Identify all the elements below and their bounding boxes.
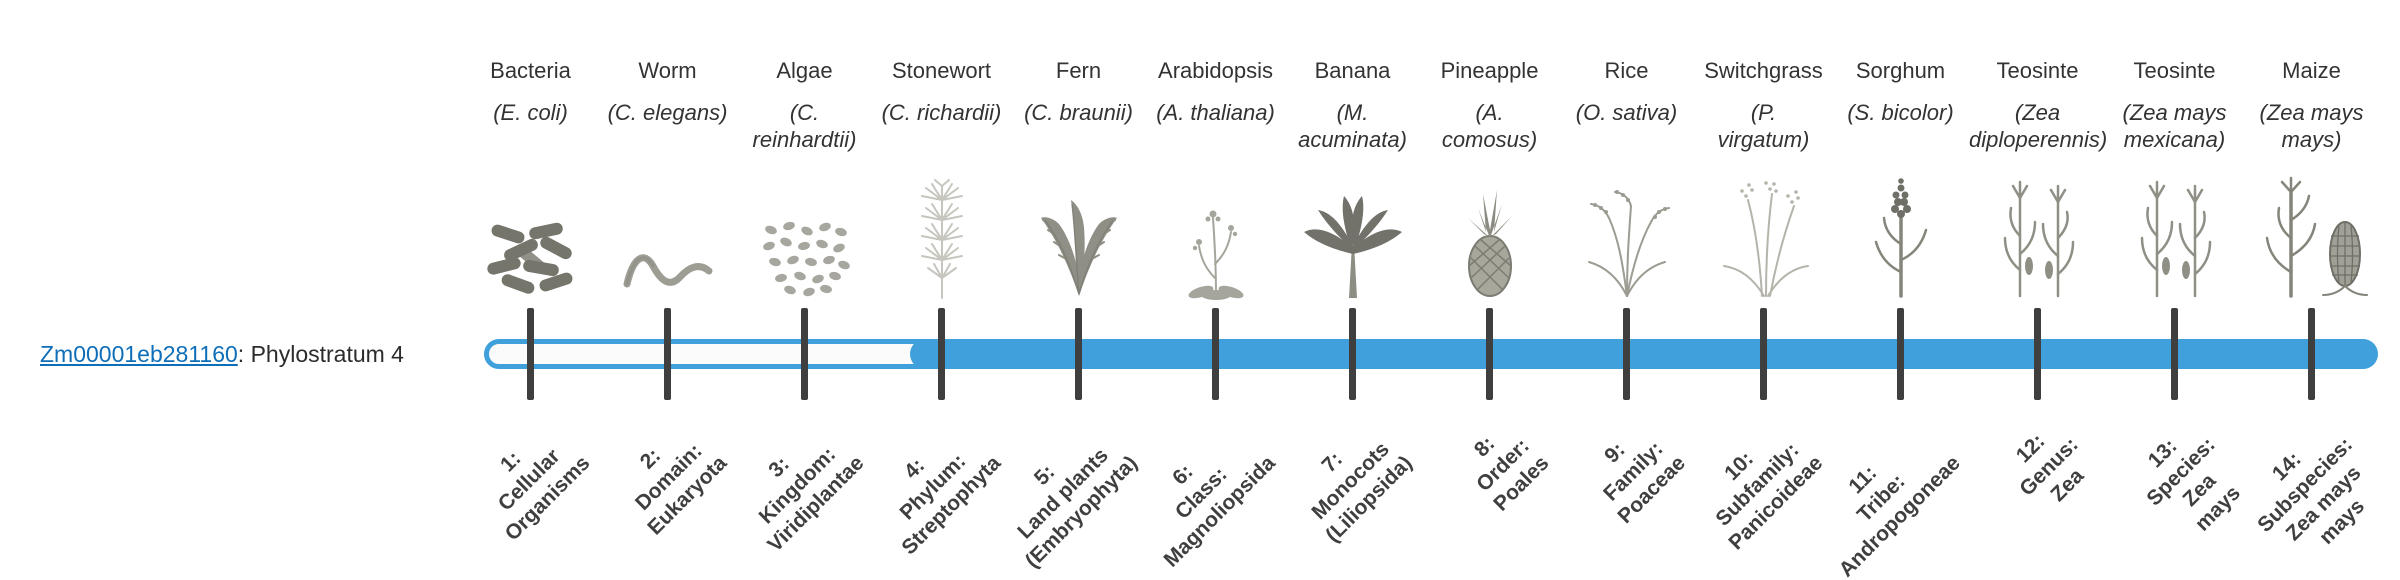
arabidopsis-icon xyxy=(1147,168,1284,300)
teosinte-icon xyxy=(2106,168,2243,300)
scientific-name-line: (Zea mays xyxy=(2259,100,2364,125)
gene-phylostratum-label: : Phylostratum 4 xyxy=(237,341,404,367)
stratum-tick-7 xyxy=(1349,308,1356,400)
algae-icon xyxy=(736,168,873,300)
stratum-axis-label-5: 5: Land plants (Embryophyta) xyxy=(984,414,1144,574)
scientific-name-line: (S. bicolor) xyxy=(1847,100,1954,125)
scientific-name-line: (M. xyxy=(1336,100,1369,125)
stratum-tick-5 xyxy=(1075,308,1082,400)
switchgrass-icon xyxy=(1695,168,1832,300)
banana-icon xyxy=(1284,168,1421,300)
stratum-tick-10 xyxy=(1760,308,1767,400)
scientific-name-line: (A. xyxy=(1475,100,1504,125)
stratum-tick-9 xyxy=(1623,308,1630,400)
stratum-axis-label-13: 13: Species: Zea mays xyxy=(2123,414,2258,549)
scientific-name-line: (C. elegans) xyxy=(607,100,728,125)
gene-label: Zm00001eb281160: Phylostratum 4 xyxy=(40,341,404,368)
stratum-axis-label-2: 2: Domain: Eukaryota xyxy=(606,414,733,541)
stratum-tick-3 xyxy=(801,308,808,400)
organism-scientific-name: (S. bicolor) xyxy=(1832,100,1969,127)
stratum-axis-label-12: 12: Genus: Zea xyxy=(1996,414,2102,520)
stratum-axis-label-1: 1: Cellular Organisms xyxy=(463,414,596,547)
organism-scientific-name: (Zea mays mays) xyxy=(2243,100,2380,154)
organism-common-name: Fern xyxy=(1055,58,1102,83)
organism-scientific-name: (Zea diploperennis) xyxy=(1969,100,2108,154)
stratum-axis-label-4: 4: Phylum: Streptophyta xyxy=(860,414,1007,561)
fern-icon xyxy=(1010,168,1147,300)
rice-icon xyxy=(1558,168,1695,300)
stratum-axis-label-7: 7: Monocots (Liliopsida) xyxy=(1283,414,1417,548)
organism-common-name: Teosinte xyxy=(2133,58,2216,83)
organism-common-name: Maize xyxy=(2282,58,2341,83)
stratum-tick-13 xyxy=(2171,308,2178,400)
scientific-name-line: diploperennis) xyxy=(1969,126,2108,152)
stonewort-icon xyxy=(873,168,1010,300)
organism-common-name: Teosinte xyxy=(1996,58,2079,83)
organism-common-name: Worm xyxy=(638,58,697,83)
scientific-name-line: mexicana) xyxy=(2123,126,2226,152)
scientific-name-line: mays) xyxy=(2281,126,2342,152)
stratum-tick-1 xyxy=(527,308,534,400)
filled-strata-bar xyxy=(909,339,2378,369)
scientific-name-line: virgatum) xyxy=(1717,126,1810,152)
organism-scientific-name: (C. braunii) xyxy=(1010,100,1147,127)
organism-scientific-name: (A. thaliana) xyxy=(1147,100,1284,127)
stratum-tick-6 xyxy=(1212,308,1219,400)
organism-scientific-name: (C. reinhardtii) xyxy=(736,100,873,154)
stratum-tick-2 xyxy=(664,308,671,400)
stratum-tick-8 xyxy=(1486,308,1493,400)
scientific-name-line: reinhardtii) xyxy=(752,126,857,152)
organism-common-name: Banana xyxy=(1314,58,1391,83)
stratum-tick-11 xyxy=(1897,308,1904,400)
scientific-name-line: comosus) xyxy=(1441,126,1538,152)
stratum-axis-label-8: 8: Order: Poales xyxy=(1452,414,1555,517)
stratum-tick-12 xyxy=(2034,308,2041,400)
scientific-name-line: (Zea mays xyxy=(2122,100,2227,125)
organism-common-name: Sorghum xyxy=(1855,58,1946,83)
scientific-name-line: (C. xyxy=(789,100,820,125)
organism-common-name: Switchgrass xyxy=(1704,58,1823,83)
organism-scientific-name: (P. virgatum) xyxy=(1695,100,1832,154)
sorghum-icon xyxy=(1832,168,1969,300)
organism-scientific-name: (O. sativa) xyxy=(1558,100,1695,127)
maize-icon xyxy=(2243,168,2380,300)
organism-scientific-name: (C. elegans) xyxy=(599,100,736,127)
organism-scientific-name: (M. acuminata) xyxy=(1284,100,1421,154)
scientific-name-line: acuminata) xyxy=(1298,126,1407,152)
organism-common-name: Pineapple xyxy=(1440,58,1539,83)
organism-common-name: Bacteria xyxy=(490,58,571,83)
gene-link[interactable]: Zm00001eb281160 xyxy=(40,341,238,367)
organism-scientific-name: (C. richardii) xyxy=(873,100,1010,127)
scientific-name-line: (P. xyxy=(1750,100,1777,125)
stratum-tick-4 xyxy=(938,308,945,400)
organism-common-name: Arabidopsis xyxy=(1158,58,1273,83)
scientific-name-line: (O. sativa) xyxy=(1575,100,1678,125)
scientific-name-line: (C. richardii) xyxy=(881,100,1002,125)
stratum-axis-label-14: 14: Subspecies: Zea mays mays xyxy=(2234,414,2395,575)
stratum-tick-14 xyxy=(2308,308,2315,400)
teosinte-icon xyxy=(1969,168,2106,300)
worm-icon xyxy=(599,168,736,300)
scientific-name-line: (A. thaliana) xyxy=(1156,100,1275,125)
pineapple-icon xyxy=(1421,168,1558,300)
stratum-axis-label-9: 9: Family: Poaceae xyxy=(1576,414,1691,529)
organism-common-name: Algae xyxy=(776,58,833,83)
organism-scientific-name: (E. coli) xyxy=(462,100,599,127)
scientific-name-line: (C. braunii) xyxy=(1024,100,1133,125)
organism-scientific-name: (Zea mays mexicana) xyxy=(2106,100,2243,154)
scientific-name-line: (Zea xyxy=(2014,100,2061,125)
organism-common-name: Rice xyxy=(1604,58,1649,83)
scientific-name-line: (E. coli) xyxy=(493,100,568,125)
organism-scientific-name: (A. comosus) xyxy=(1421,100,1558,154)
organism-common-name: Stonewort xyxy=(891,58,992,83)
unfilled-strata-bar xyxy=(484,339,958,369)
stratum-axis-label-3: 3: Kingdom: Viridiplantae xyxy=(726,414,870,558)
stratum-axis-label-6: 6: Class: Magnoliopsida xyxy=(1122,414,1281,573)
bacteria-icon xyxy=(462,168,599,300)
stratum-axis-label-11: 11: Tribe: Andropogoneae xyxy=(1797,414,1966,580)
